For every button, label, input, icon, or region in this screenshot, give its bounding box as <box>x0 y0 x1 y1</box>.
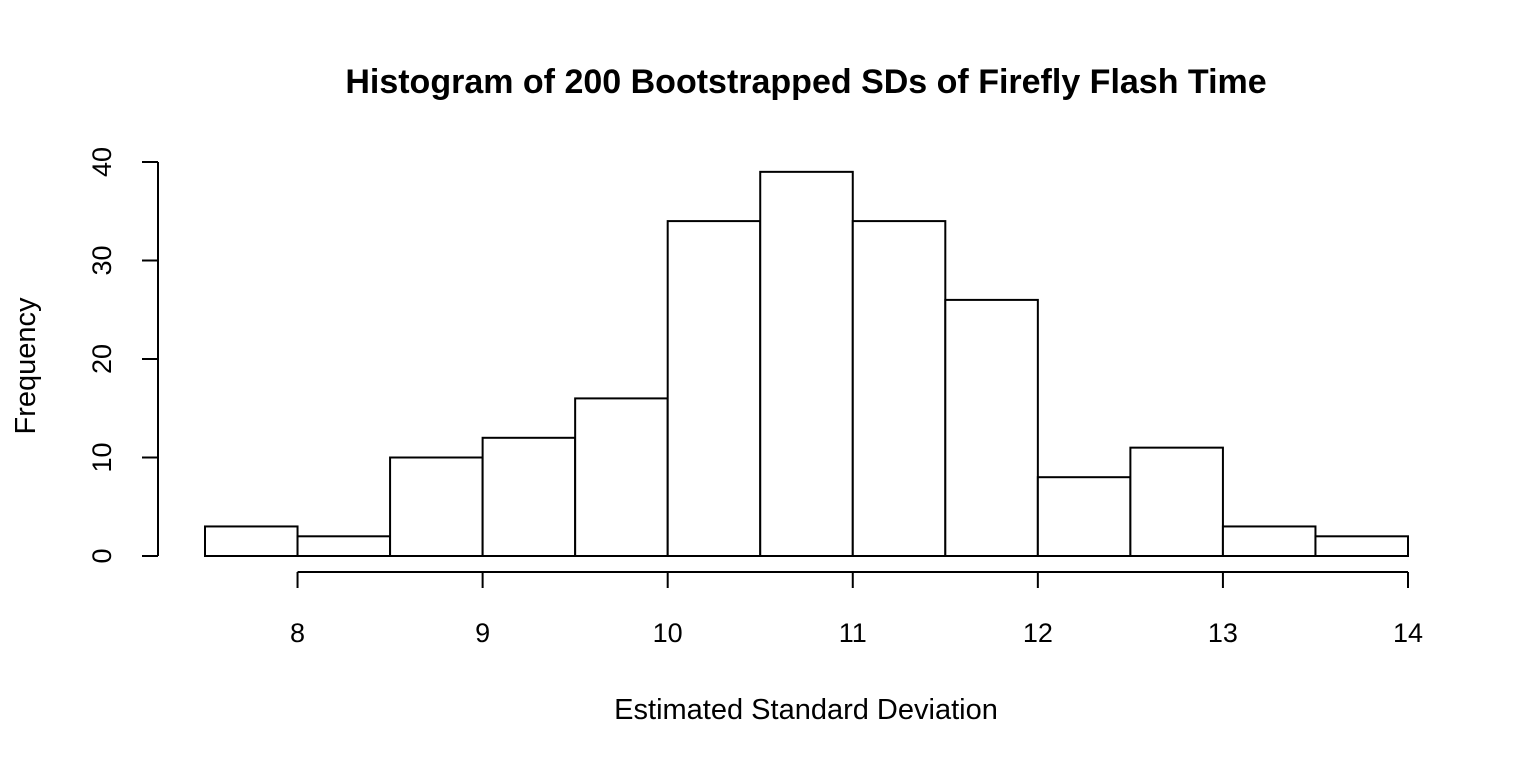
histogram-bar <box>1221 525 1317 558</box>
x-tick-label: 12 <box>1023 618 1053 648</box>
histogram-bar <box>666 220 762 557</box>
x-tick-label: 11 <box>839 618 867 648</box>
y-axis-label: Frequency <box>10 297 42 435</box>
histogram-bar <box>759 170 854 557</box>
histogram-bar <box>204 525 299 558</box>
y-tick-label: 40 <box>87 147 117 177</box>
histogram-bar <box>1036 476 1132 558</box>
histogram-bar <box>481 436 577 557</box>
chart-title: Histogram of 200 Bootstrapped SDs of Fir… <box>345 63 1266 101</box>
x-axis: 8 9 10 11 12 13 14 <box>290 571 1423 648</box>
y-tick-label: 10 <box>87 442 117 472</box>
y-tick-label: 0 <box>87 548 117 563</box>
y-tick-label: 20 <box>87 344 117 374</box>
y-axis: 0 10 20 30 40 <box>87 147 159 564</box>
x-axis-label: Estimated Standard Deviation <box>614 694 998 726</box>
histogram-bar <box>574 397 669 557</box>
histogram-bar <box>296 535 392 557</box>
histogram-bar <box>1314 535 1410 557</box>
bars-group <box>204 170 1410 558</box>
x-tick-label: 14 <box>1393 618 1423 648</box>
x-tick-label: 8 <box>290 618 305 648</box>
histogram-bar <box>389 456 484 557</box>
x-tick-label: 13 <box>1208 618 1238 648</box>
histogram-bar <box>1129 446 1224 557</box>
x-tick-label: 9 <box>475 618 490 648</box>
y-tick-label: 30 <box>87 245 117 275</box>
x-tick-label: 10 <box>653 618 683 648</box>
histogram-bar <box>944 298 1039 557</box>
histogram-bar <box>851 220 947 557</box>
